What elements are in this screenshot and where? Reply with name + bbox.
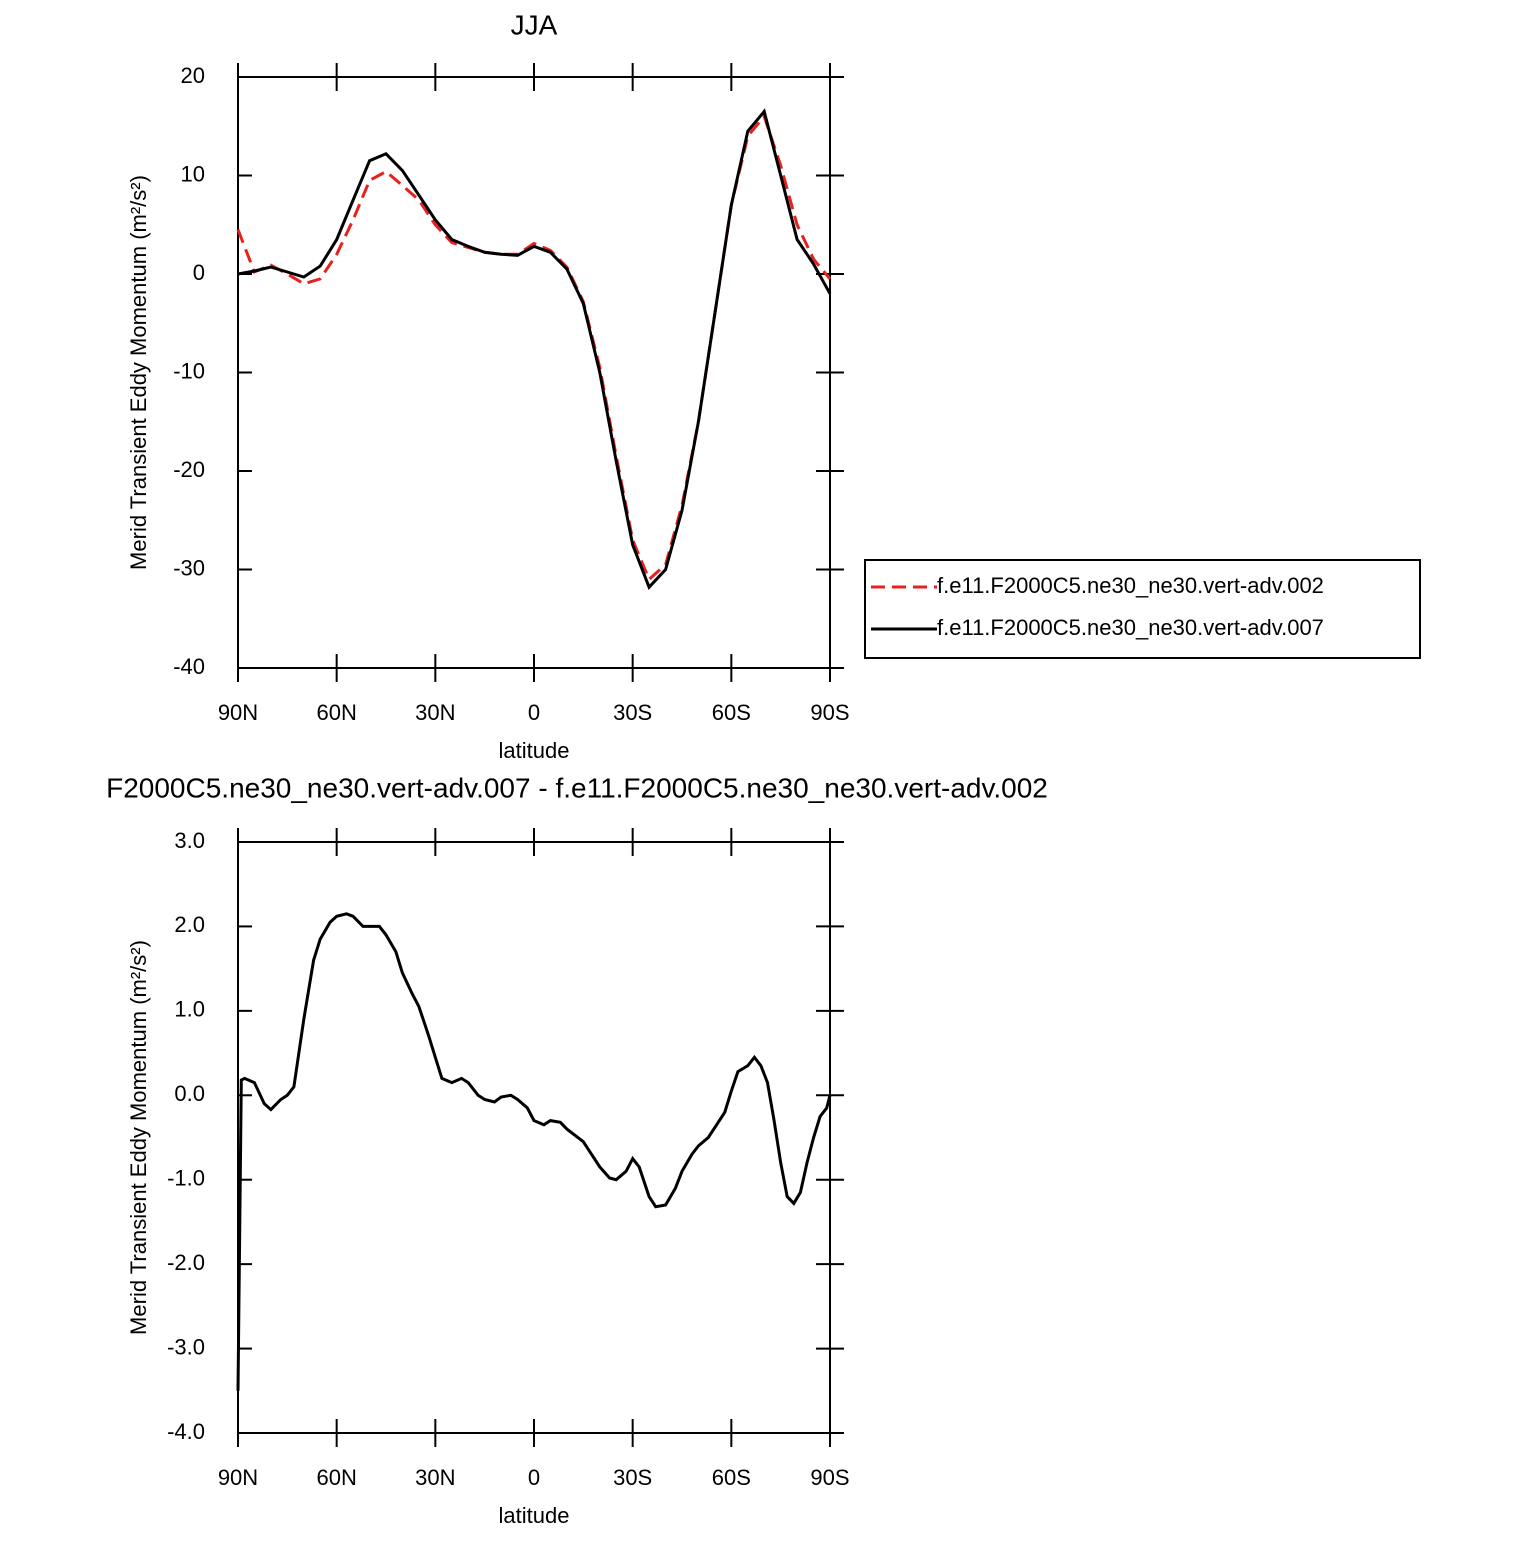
- x-tick-label: 30N: [415, 700, 455, 725]
- x-tick-label: 60N: [316, 700, 356, 725]
- x-tick-label: 0: [528, 700, 540, 725]
- y-tick-label: -2.0: [167, 1250, 205, 1275]
- y-tick-label: -1.0: [167, 1166, 205, 1191]
- x-tick-label: 30S: [613, 700, 652, 725]
- data-line: [236, 113, 832, 582]
- y-tick-label: -3.0: [167, 1334, 205, 1359]
- x-tick-label: 90S: [810, 1465, 849, 1490]
- chart-title: JJA: [511, 9, 558, 40]
- x-tick-label: 90N: [218, 1465, 258, 1490]
- data-line: [236, 912, 832, 1391]
- x-tick-label: 30N: [415, 1465, 455, 1490]
- x-tick-label: 30S: [613, 1465, 652, 1490]
- x-axis-label: latitude: [499, 1503, 570, 1528]
- x-tick-label: 90S: [810, 700, 849, 725]
- x-tick-label: 90N: [218, 700, 258, 725]
- chart-title: F2000C5.ne30_ne30.vert-adv.007 - f.e11.F…: [106, 772, 1048, 803]
- y-tick-label: 1.0: [174, 997, 205, 1022]
- plot-frame: [237, 841, 831, 1434]
- y-tick-label: -40: [173, 654, 205, 679]
- y-tick-label: 20: [181, 63, 205, 88]
- x-tick-label: 60S: [712, 700, 751, 725]
- y-tick-label: 2.0: [174, 912, 205, 937]
- x-tick-label: 60S: [712, 1465, 751, 1490]
- x-tick-label: 0: [528, 1465, 540, 1490]
- y-axis-label: Merid Transient Eddy Momentum (m²/s²): [126, 175, 151, 570]
- y-tick-label: -10: [173, 358, 205, 383]
- y-tick-label: -30: [173, 555, 205, 580]
- data-line: [237, 108, 832, 590]
- y-tick-label: 3.0: [174, 828, 205, 853]
- y-tick-label: -20: [173, 457, 205, 482]
- legend-label: f.e11.F2000C5.ne30_ne30.vert-adv.007: [937, 615, 1324, 640]
- x-tick-label: 60N: [316, 1465, 356, 1490]
- y-tick-label: -4.0: [167, 1419, 205, 1444]
- legend-label: f.e11.F2000C5.ne30_ne30.vert-adv.002: [937, 573, 1324, 598]
- y-axis-label: Merid Transient Eddy Momentum (m²/s²): [126, 940, 151, 1335]
- y-tick-label: 10: [181, 161, 205, 186]
- plot-frame: [237, 76, 831, 669]
- legend-box: [864, 559, 1421, 659]
- y-tick-label: 0.0: [174, 1081, 205, 1106]
- x-axis-label: latitude: [499, 738, 570, 763]
- y-tick-label: 0: [193, 260, 205, 285]
